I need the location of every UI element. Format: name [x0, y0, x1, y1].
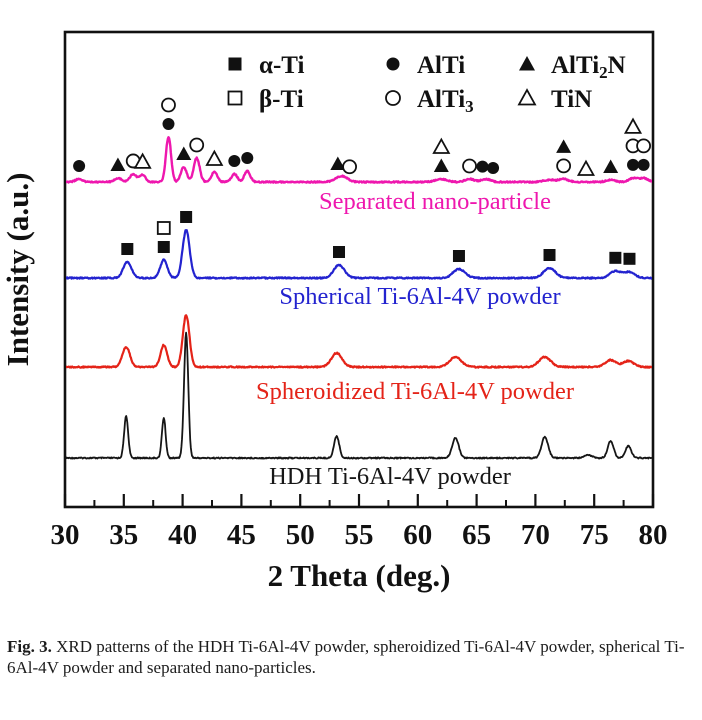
x-tick-label: 50 — [286, 519, 315, 551]
legend-symbol — [227, 90, 243, 106]
trace-separated-nano-particle — [66, 136, 652, 184]
triangle-filled-marker — [603, 159, 619, 173]
circle-open-marker — [462, 158, 477, 174]
triangle-filled-marker — [556, 139, 572, 153]
square-filled-marker — [452, 250, 465, 262]
circle-filled-marker — [627, 158, 640, 171]
circle-filled-marker — [228, 154, 241, 167]
triangle-filled-marker — [330, 156, 346, 170]
xrd-chart: 30 35 40 45 50 55 60 65 70 75 80 2 Theta (deg.) Int… — [0, 30, 668, 593]
triangle-open-marker — [432, 137, 451, 154]
circle-open-marker — [189, 137, 205, 153]
legend-label: AlTi2​N — [551, 52, 626, 82]
legend-label: β-Ti — [259, 86, 304, 113]
x-tick-label: 40 — [168, 519, 197, 551]
triangle-open-marker — [623, 117, 643, 134]
x-tick-label: 70 — [521, 519, 550, 551]
x-tick-label: 65 — [462, 519, 491, 551]
caption-text: XRD patterns of the HDH Ti-6Al-4V powder… — [7, 637, 685, 678]
circle-filled-marker — [637, 158, 650, 171]
x-axis-ticks — [63, 494, 655, 507]
trace-spherical-ti-6al-4v-powder — [66, 229, 652, 280]
x-tick-label: 30 — [51, 519, 80, 551]
legend-label: α-Ti — [259, 52, 305, 79]
square-filled-marker — [121, 243, 134, 255]
x-tick-label: 60 — [403, 519, 432, 551]
phase-markers — [73, 97, 651, 265]
circle-filled-marker — [162, 117, 175, 130]
circle-open-marker — [556, 158, 572, 174]
xrd-plot-svg: 30 35 40 45 50 55 60 65 70 75 80 2 Theta (deg.) Int… — [0, 30, 668, 593]
trace-label: HDH Ti-6Al-4V powder — [269, 463, 511, 490]
trace-label: Separated nano-particle — [319, 188, 551, 215]
x-axis-tick-labels: 30 35 40 45 50 55 60 65 70 75 80 — [51, 519, 668, 551]
circle-open-marker — [161, 97, 176, 113]
legend-symbol — [385, 90, 401, 106]
legend-label: AlTi — [417, 52, 465, 79]
square-filled-marker — [623, 252, 636, 265]
axis-labels: 2 Theta (deg.) Intensity (a.u.) — [0, 173, 450, 593]
trace-hdh-ti-6al-4v-powder — [66, 331, 652, 460]
x-tick-label: 45 — [227, 519, 256, 551]
triangle-filled-marker — [433, 158, 449, 172]
circle-filled-marker — [241, 151, 254, 164]
caption-label: Fig. 3. — [7, 637, 52, 656]
x-tick-label: 55 — [345, 519, 374, 551]
x-tick-label: 80 — [639, 519, 668, 551]
circle-filled-marker — [73, 160, 86, 172]
legend-symbol — [386, 57, 400, 71]
y-axis-title: Intensity (a.u.) — [0, 173, 35, 367]
circle-open-marker — [636, 138, 651, 154]
legend-label: TiN — [551, 86, 592, 113]
triangle-open-marker — [133, 152, 152, 169]
trace-labels: Separated nano-particle Spherical Ti-6Al-… — [256, 188, 574, 490]
legend-symbol — [517, 88, 537, 106]
trace-label: Spheroidized Ti-6Al-4V powder — [256, 378, 574, 405]
square-open-marker — [156, 221, 171, 235]
legend-label: AlTi3​ — [417, 86, 474, 116]
square-filled-marker — [180, 211, 193, 223]
triangle-filled-marker — [176, 146, 192, 160]
figure-caption: Fig. 3. XRD patterns of the HDH Ti-6Al-4… — [7, 636, 695, 678]
trace-spheroidized-ti-6al-4v-powder — [66, 314, 652, 369]
xrd-traces — [66, 136, 652, 460]
circle-open-marker — [342, 159, 357, 175]
square-filled-marker — [333, 246, 346, 258]
circle-filled-marker — [476, 160, 489, 173]
square-filled-marker — [543, 249, 556, 261]
triangle-filled-marker — [110, 157, 126, 171]
x-tick-label: 75 — [580, 519, 609, 551]
circle-filled-marker — [487, 162, 500, 175]
x-axis-title: 2 Theta (deg.) — [268, 558, 451, 593]
legend-symbol — [228, 57, 242, 71]
triangle-open-marker — [576, 159, 595, 176]
square-filled-marker — [157, 241, 170, 253]
trace-label: Spherical Ti-6Al-4V powder — [279, 283, 560, 310]
legend: α-Ti β-Ti AlTi AlTi3​ AlTi2​N TiN — [227, 52, 626, 116]
triangle-open-marker — [205, 149, 224, 166]
x-tick-label: 35 — [109, 519, 138, 551]
square-filled-marker — [609, 251, 622, 264]
legend-symbol — [519, 56, 535, 71]
